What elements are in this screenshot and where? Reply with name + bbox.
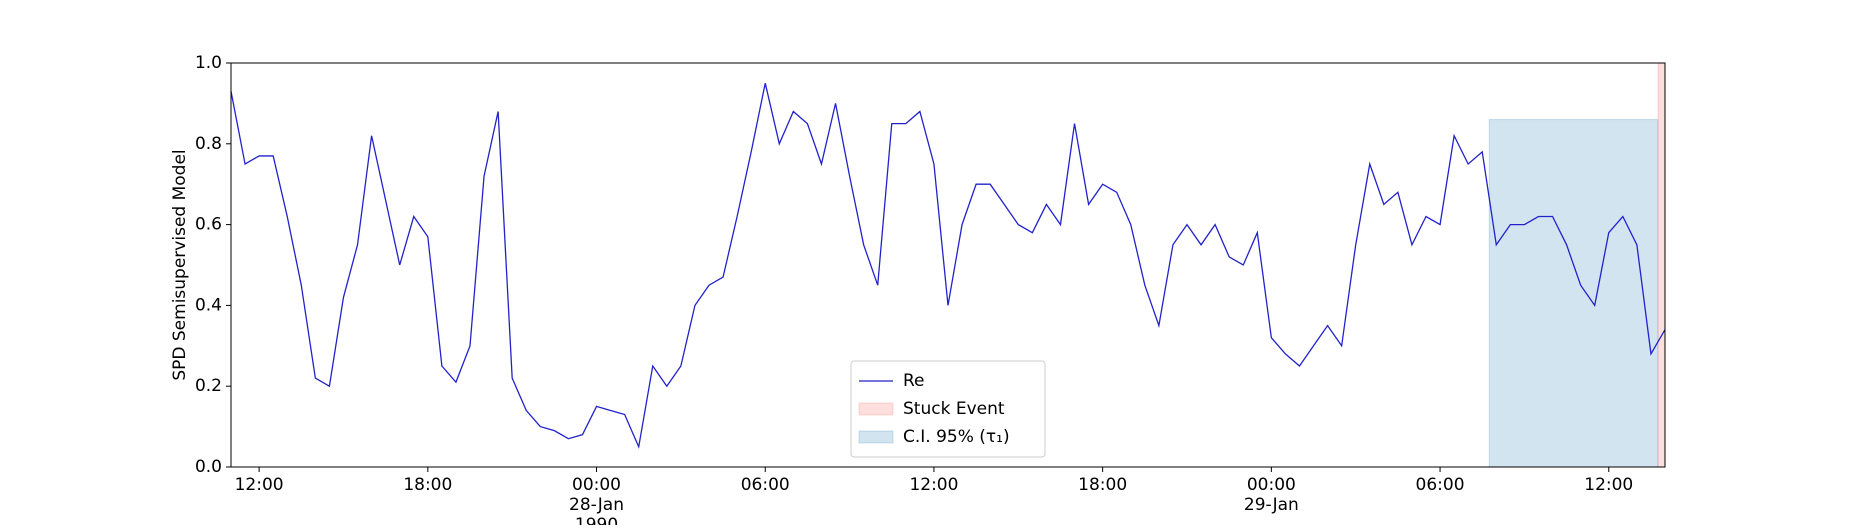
x-tick-label: 12:00 [234, 475, 284, 495]
legend: Re Stuck Event C.I. 95% (τ₁) [850, 360, 1046, 458]
y-axis-label: SPD Semisupervised Model [170, 149, 190, 380]
y-tick-label: 0.0 [195, 457, 222, 477]
y-tick-label: 0.2 [195, 376, 222, 396]
legend-box [850, 360, 1046, 458]
x-tick-label: 00:00 28-Jan 1990 [569, 475, 624, 525]
x-tick-label: 18:00 [1078, 475, 1128, 495]
shaded-region [1657, 62, 1666, 468]
data-line [230, 83, 1666, 450]
plot-frame [230, 62, 1666, 468]
y-tick-label: 0.4 [195, 295, 222, 315]
y-tick-label: 0.8 [195, 134, 222, 154]
y-tick-label: 1.0 [195, 53, 222, 73]
x-tick-label: 12:00 [1584, 475, 1634, 495]
x-tick-label: 12:00 [909, 475, 959, 495]
y-tick-label: 0.6 [195, 215, 222, 235]
x-tick-label: 06:00 [1415, 475, 1465, 495]
x-tick-label: 18:00 [403, 475, 453, 495]
x-tick-label: 00:00 29-Jan [1243, 475, 1299, 515]
legend-label: C.I. 95% (τ₁) [903, 427, 1010, 447]
legend-label: Re [903, 371, 925, 391]
legend-patch [858, 402, 894, 416]
x-tick-label: 06:00 [740, 475, 790, 495]
shaded-region [1488, 119, 1659, 468]
legend-patch [858, 430, 894, 444]
legend-label: Stuck Event [903, 399, 1005, 419]
